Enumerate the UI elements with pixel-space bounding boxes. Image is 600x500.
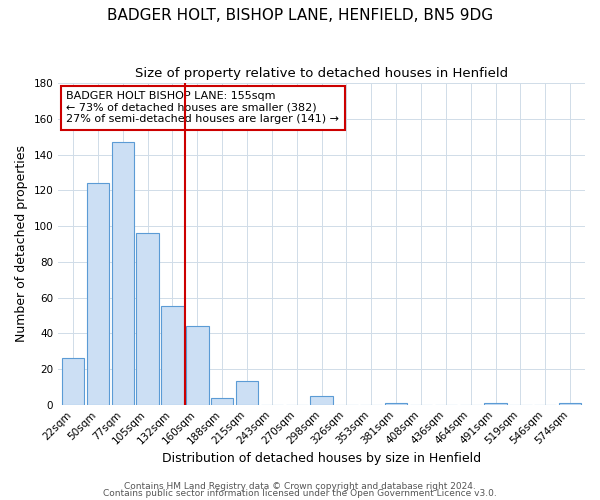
- X-axis label: Distribution of detached houses by size in Henfield: Distribution of detached houses by size …: [162, 452, 481, 465]
- Bar: [186, 326, 209, 404]
- Title: Size of property relative to detached houses in Henfield: Size of property relative to detached ho…: [135, 68, 508, 80]
- Text: Contains HM Land Registry data © Crown copyright and database right 2024.: Contains HM Land Registry data © Crown c…: [124, 482, 476, 491]
- Text: BADGER HOLT BISHOP LANE: 155sqm
← 73% of detached houses are smaller (382)
27% o: BADGER HOLT BISHOP LANE: 155sqm ← 73% of…: [66, 91, 339, 124]
- Bar: [484, 403, 507, 404]
- Bar: [112, 142, 134, 405]
- Y-axis label: Number of detached properties: Number of detached properties: [15, 146, 28, 342]
- Bar: [87, 183, 109, 404]
- Bar: [211, 398, 233, 404]
- Bar: [385, 403, 407, 404]
- Bar: [161, 306, 184, 404]
- Bar: [136, 233, 159, 404]
- Bar: [559, 403, 581, 404]
- Text: BADGER HOLT, BISHOP LANE, HENFIELD, BN5 9DG: BADGER HOLT, BISHOP LANE, HENFIELD, BN5 …: [107, 8, 493, 22]
- Text: Contains public sector information licensed under the Open Government Licence v3: Contains public sector information licen…: [103, 489, 497, 498]
- Bar: [310, 396, 333, 404]
- Bar: [62, 358, 84, 405]
- Bar: [236, 382, 258, 404]
